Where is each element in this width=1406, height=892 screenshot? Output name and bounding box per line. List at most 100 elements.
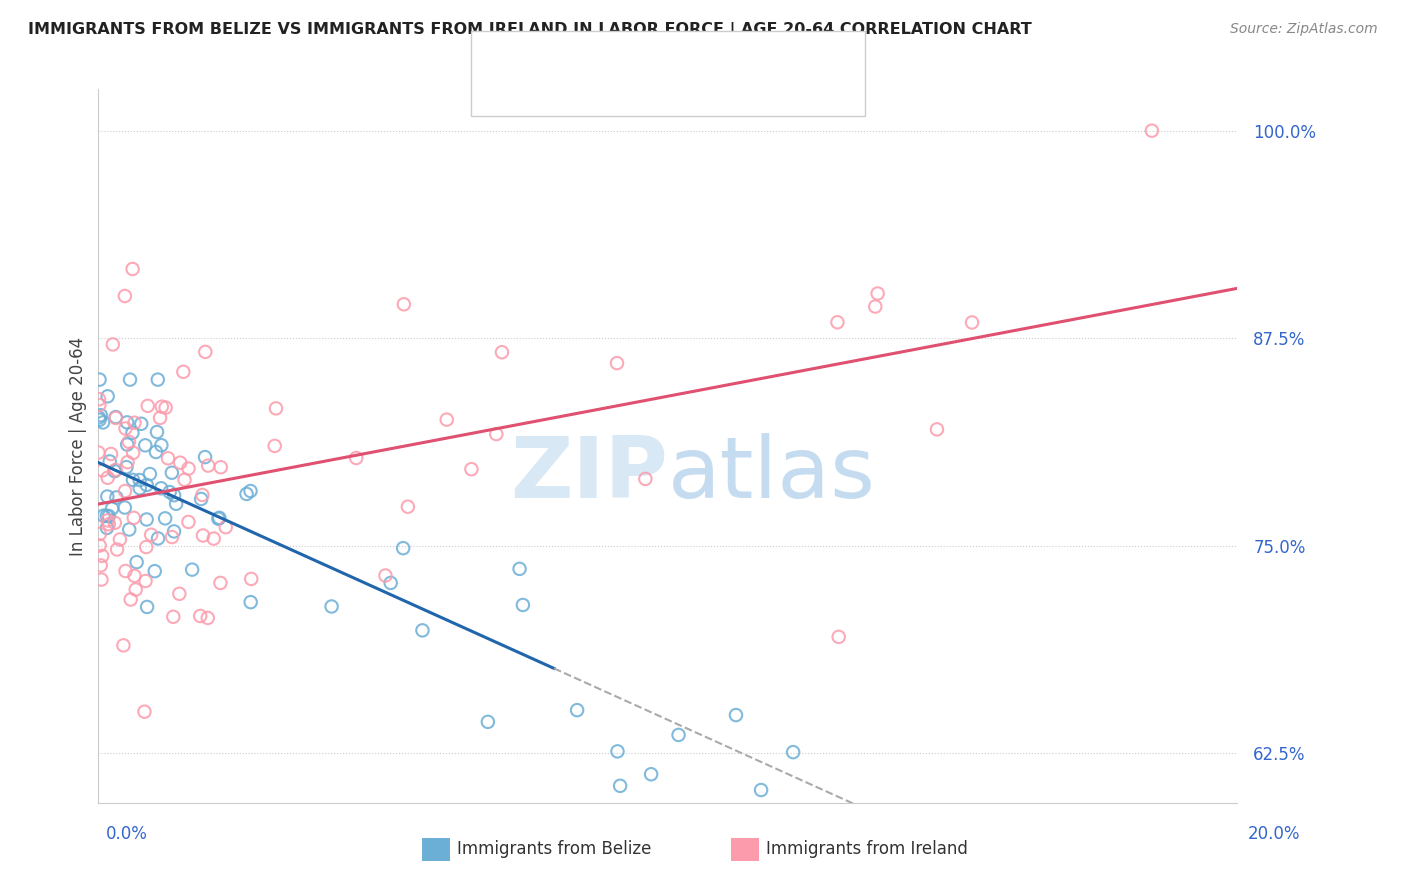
Text: Immigrants from Belize: Immigrants from Belize (457, 840, 651, 858)
Point (392, 541, 415, 556)
Point (177, 515, 200, 529)
Point (114, 500, 136, 515)
Point (155, 401, 177, 415)
Point (115, 437, 138, 451)
Point (90, 573, 112, 587)
Text: 0.0%: 0.0% (105, 825, 148, 843)
Point (194, 450, 217, 464)
Text: 70: 70 (707, 58, 733, 76)
Point (96, 490, 118, 504)
Point (136, 599, 159, 614)
Point (149, 411, 172, 425)
Point (91, 416, 114, 430)
Point (321, 599, 343, 614)
Text: Source: ZipAtlas.com: Source: ZipAtlas.com (1230, 22, 1378, 37)
Point (124, 569, 146, 583)
Point (1140, 124, 1163, 138)
Point (814, 838, 837, 852)
Point (960, 315, 983, 329)
Point (118, 434, 141, 449)
Point (115, 416, 138, 430)
Point (209, 576, 232, 591)
Point (89, 373, 111, 387)
Point (146, 373, 169, 387)
Point (139, 467, 162, 481)
Text: 0.217: 0.217 (592, 89, 648, 107)
Point (344, 450, 367, 465)
Point (150, 400, 173, 414)
Point (87, 410, 110, 425)
Point (114, 483, 136, 498)
Point (828, 630, 851, 644)
Point (163, 524, 186, 539)
Text: R =: R = (538, 58, 578, 76)
Point (135, 512, 157, 526)
Point (162, 609, 184, 624)
Point (115, 460, 138, 475)
Point (191, 528, 214, 542)
Point (97, 509, 120, 524)
Point (866, 286, 889, 301)
Point (118, 523, 141, 537)
Point (129, 417, 152, 431)
Point (104, 410, 127, 425)
Text: Immigrants from Ireland: Immigrants from Ireland (766, 840, 969, 858)
Point (134, 705, 156, 719)
Point (97, 513, 120, 527)
Point (114, 564, 136, 578)
Text: IMMIGRANTS FROM BELIZE VS IMMIGRANTS FROM IRELAND IN LABOR FORCE | AGE 20-64 COR: IMMIGRANTS FROM BELIZE VS IMMIGRANTS FRO… (28, 22, 1032, 38)
Point (89, 413, 111, 427)
Text: ZIP: ZIP (510, 433, 668, 516)
Point (202, 532, 225, 546)
Point (93, 508, 115, 523)
Point (146, 425, 169, 439)
Point (97, 471, 120, 485)
Point (104, 516, 127, 530)
Point (101, 501, 124, 516)
Point (724, 708, 747, 723)
Point (181, 563, 204, 577)
Point (105, 542, 128, 557)
Point (634, 472, 657, 486)
Point (128, 481, 150, 495)
Point (925, 422, 948, 436)
Point (169, 456, 191, 470)
Point (392, 297, 415, 311)
Point (239, 595, 262, 609)
Point (122, 446, 145, 460)
Point (396, 500, 419, 514)
Point (609, 779, 631, 793)
Point (146, 532, 169, 546)
Point (865, 300, 887, 314)
Point (749, 783, 772, 797)
Point (491, 345, 513, 359)
Point (143, 564, 166, 578)
Text: -0.574: -0.574 (592, 58, 657, 76)
Point (135, 540, 157, 554)
Point (477, 714, 499, 729)
Point (264, 401, 287, 416)
Point (197, 458, 219, 473)
Point (87, 392, 110, 407)
Point (136, 399, 159, 413)
Text: atlas: atlas (668, 433, 876, 516)
Point (512, 598, 534, 612)
Point (122, 511, 145, 525)
Point (215, 520, 238, 534)
Point (134, 574, 156, 588)
Point (209, 460, 232, 475)
Point (141, 528, 163, 542)
Point (169, 587, 191, 601)
Point (240, 572, 263, 586)
Point (509, 562, 531, 576)
Point (100, 447, 122, 461)
Point (145, 445, 167, 459)
Point (194, 344, 217, 359)
Point (640, 767, 662, 781)
Point (96, 521, 118, 535)
Point (90, 558, 112, 573)
Point (380, 575, 402, 590)
Point (827, 315, 849, 329)
Point (89, 527, 111, 541)
Point (565, 703, 588, 717)
